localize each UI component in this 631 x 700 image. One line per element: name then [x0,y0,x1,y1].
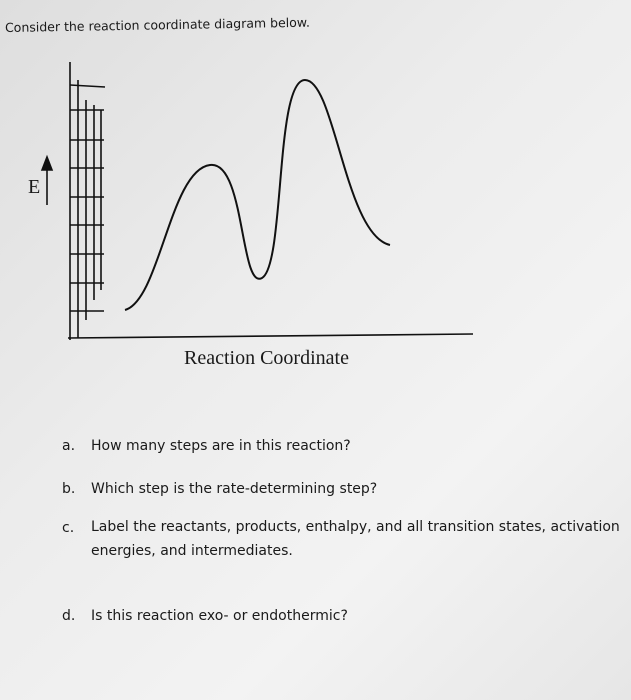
question-letter: b. [62,481,76,497]
question-text: Label the reactants, products, enthalpy,… [91,519,620,559]
energy-curve [124,78,391,311]
x-axis-label: Reaction Coordinate [184,347,349,369]
question-letter: a. [62,438,76,454]
question-text: How many steps are in this reaction? [91,438,351,454]
question-letter: c. [62,520,75,536]
question-text: Which step is the rate-determining step? [91,481,378,497]
axes [40,62,474,340]
question-text: Is this reaction exo- or endothermic? [91,608,348,624]
y-axis-label: E [28,176,41,198]
diagram [40,62,474,340]
question-letter: d. [62,608,76,624]
